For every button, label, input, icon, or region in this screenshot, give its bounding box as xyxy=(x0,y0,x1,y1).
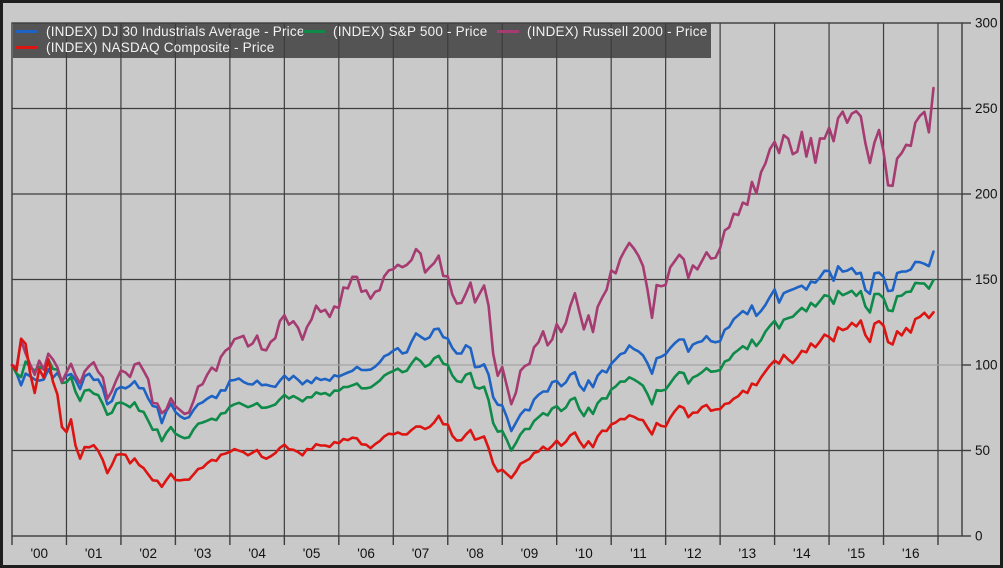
y-tick-label-50: 50 xyxy=(975,443,990,458)
x-tick-label-04: '04 xyxy=(248,546,266,561)
y-tick-label-250: 250 xyxy=(975,101,998,116)
y-tick-label-0: 0 xyxy=(975,529,983,544)
y-axis: 300 250 200 150 100 50 0 xyxy=(962,16,998,544)
x-tick-label-03: '03 xyxy=(194,546,212,561)
x-tick-label-15: '15 xyxy=(847,546,865,561)
sp500-line-swatch xyxy=(303,30,325,33)
series-line-1[interactable] xyxy=(10,278,935,452)
legend-entry-russell[interactable]: (INDEX) Russell 2000 - Price xyxy=(497,24,707,39)
russell-line-swatch xyxy=(497,30,519,33)
x-tick-label-07: '07 xyxy=(412,546,430,561)
dj30-line-swatch xyxy=(16,30,38,33)
x-tick-label-09: '09 xyxy=(521,546,539,561)
x-tick-label-12: '12 xyxy=(684,546,702,561)
legend-label-russell: (INDEX) Russell 2000 - Price xyxy=(527,24,708,39)
x-tick-label-02: '02 xyxy=(139,546,157,561)
legend-entry-sp500[interactable]: (INDEX) S&P 500 - Price xyxy=(303,24,487,39)
y-tick-label-150: 150 xyxy=(975,272,998,287)
series-line-3[interactable] xyxy=(10,310,935,489)
x-tick-label-01: '01 xyxy=(85,546,103,561)
y-tick-label-300: 300 xyxy=(975,16,998,31)
legend-label-nasdaq: (INDEX) NASDAQ Composite - Price xyxy=(46,40,275,55)
x-tick-label-13: '13 xyxy=(739,546,757,561)
nasdaq-line-swatch xyxy=(16,46,38,49)
gridlines xyxy=(12,23,962,536)
series-line-2[interactable] xyxy=(10,86,935,416)
chart-svg: 300 250 200 150 100 50 0 '00 '01 '02 '03 '04 '05 '06… xyxy=(10,16,998,561)
y-tick-label-200: 200 xyxy=(975,187,998,202)
x-tick-label-06: '06 xyxy=(357,546,375,561)
legend-label-dj30: (INDEX) DJ 30 Industrials Average - Pric… xyxy=(46,24,305,39)
legend: (INDEX) DJ 30 Industrials Average - Pric… xyxy=(3,3,1000,565)
x-tick-label-08: '08 xyxy=(466,546,484,561)
x-tick-label-00: '00 xyxy=(30,546,48,561)
x-tick-label-11: '11 xyxy=(630,546,647,561)
x-axis: '00 '01 '02 '03 '04 '05 '06 '07 '08 '09 '10 '11 '12 '… xyxy=(11,536,939,561)
x-tick-label-14: '14 xyxy=(793,546,811,561)
y-tick-label-100: 100 xyxy=(975,358,998,373)
x-tick-label-16: '16 xyxy=(902,546,920,561)
legend-label-sp500: (INDEX) S&P 500 - Price xyxy=(333,24,488,39)
legend-entry-nasdaq[interactable]: (INDEX) NASDAQ Composite - Price xyxy=(16,40,274,55)
legend-background xyxy=(13,23,711,58)
x-tick-label-05: '05 xyxy=(303,546,321,561)
series-lines xyxy=(10,86,935,489)
series-line-0[interactable] xyxy=(10,250,935,433)
legend-entry-dj30[interactable]: (INDEX) DJ 30 Industrials Average - Pric… xyxy=(16,24,305,39)
x-tick-label-10: '10 xyxy=(575,546,593,561)
